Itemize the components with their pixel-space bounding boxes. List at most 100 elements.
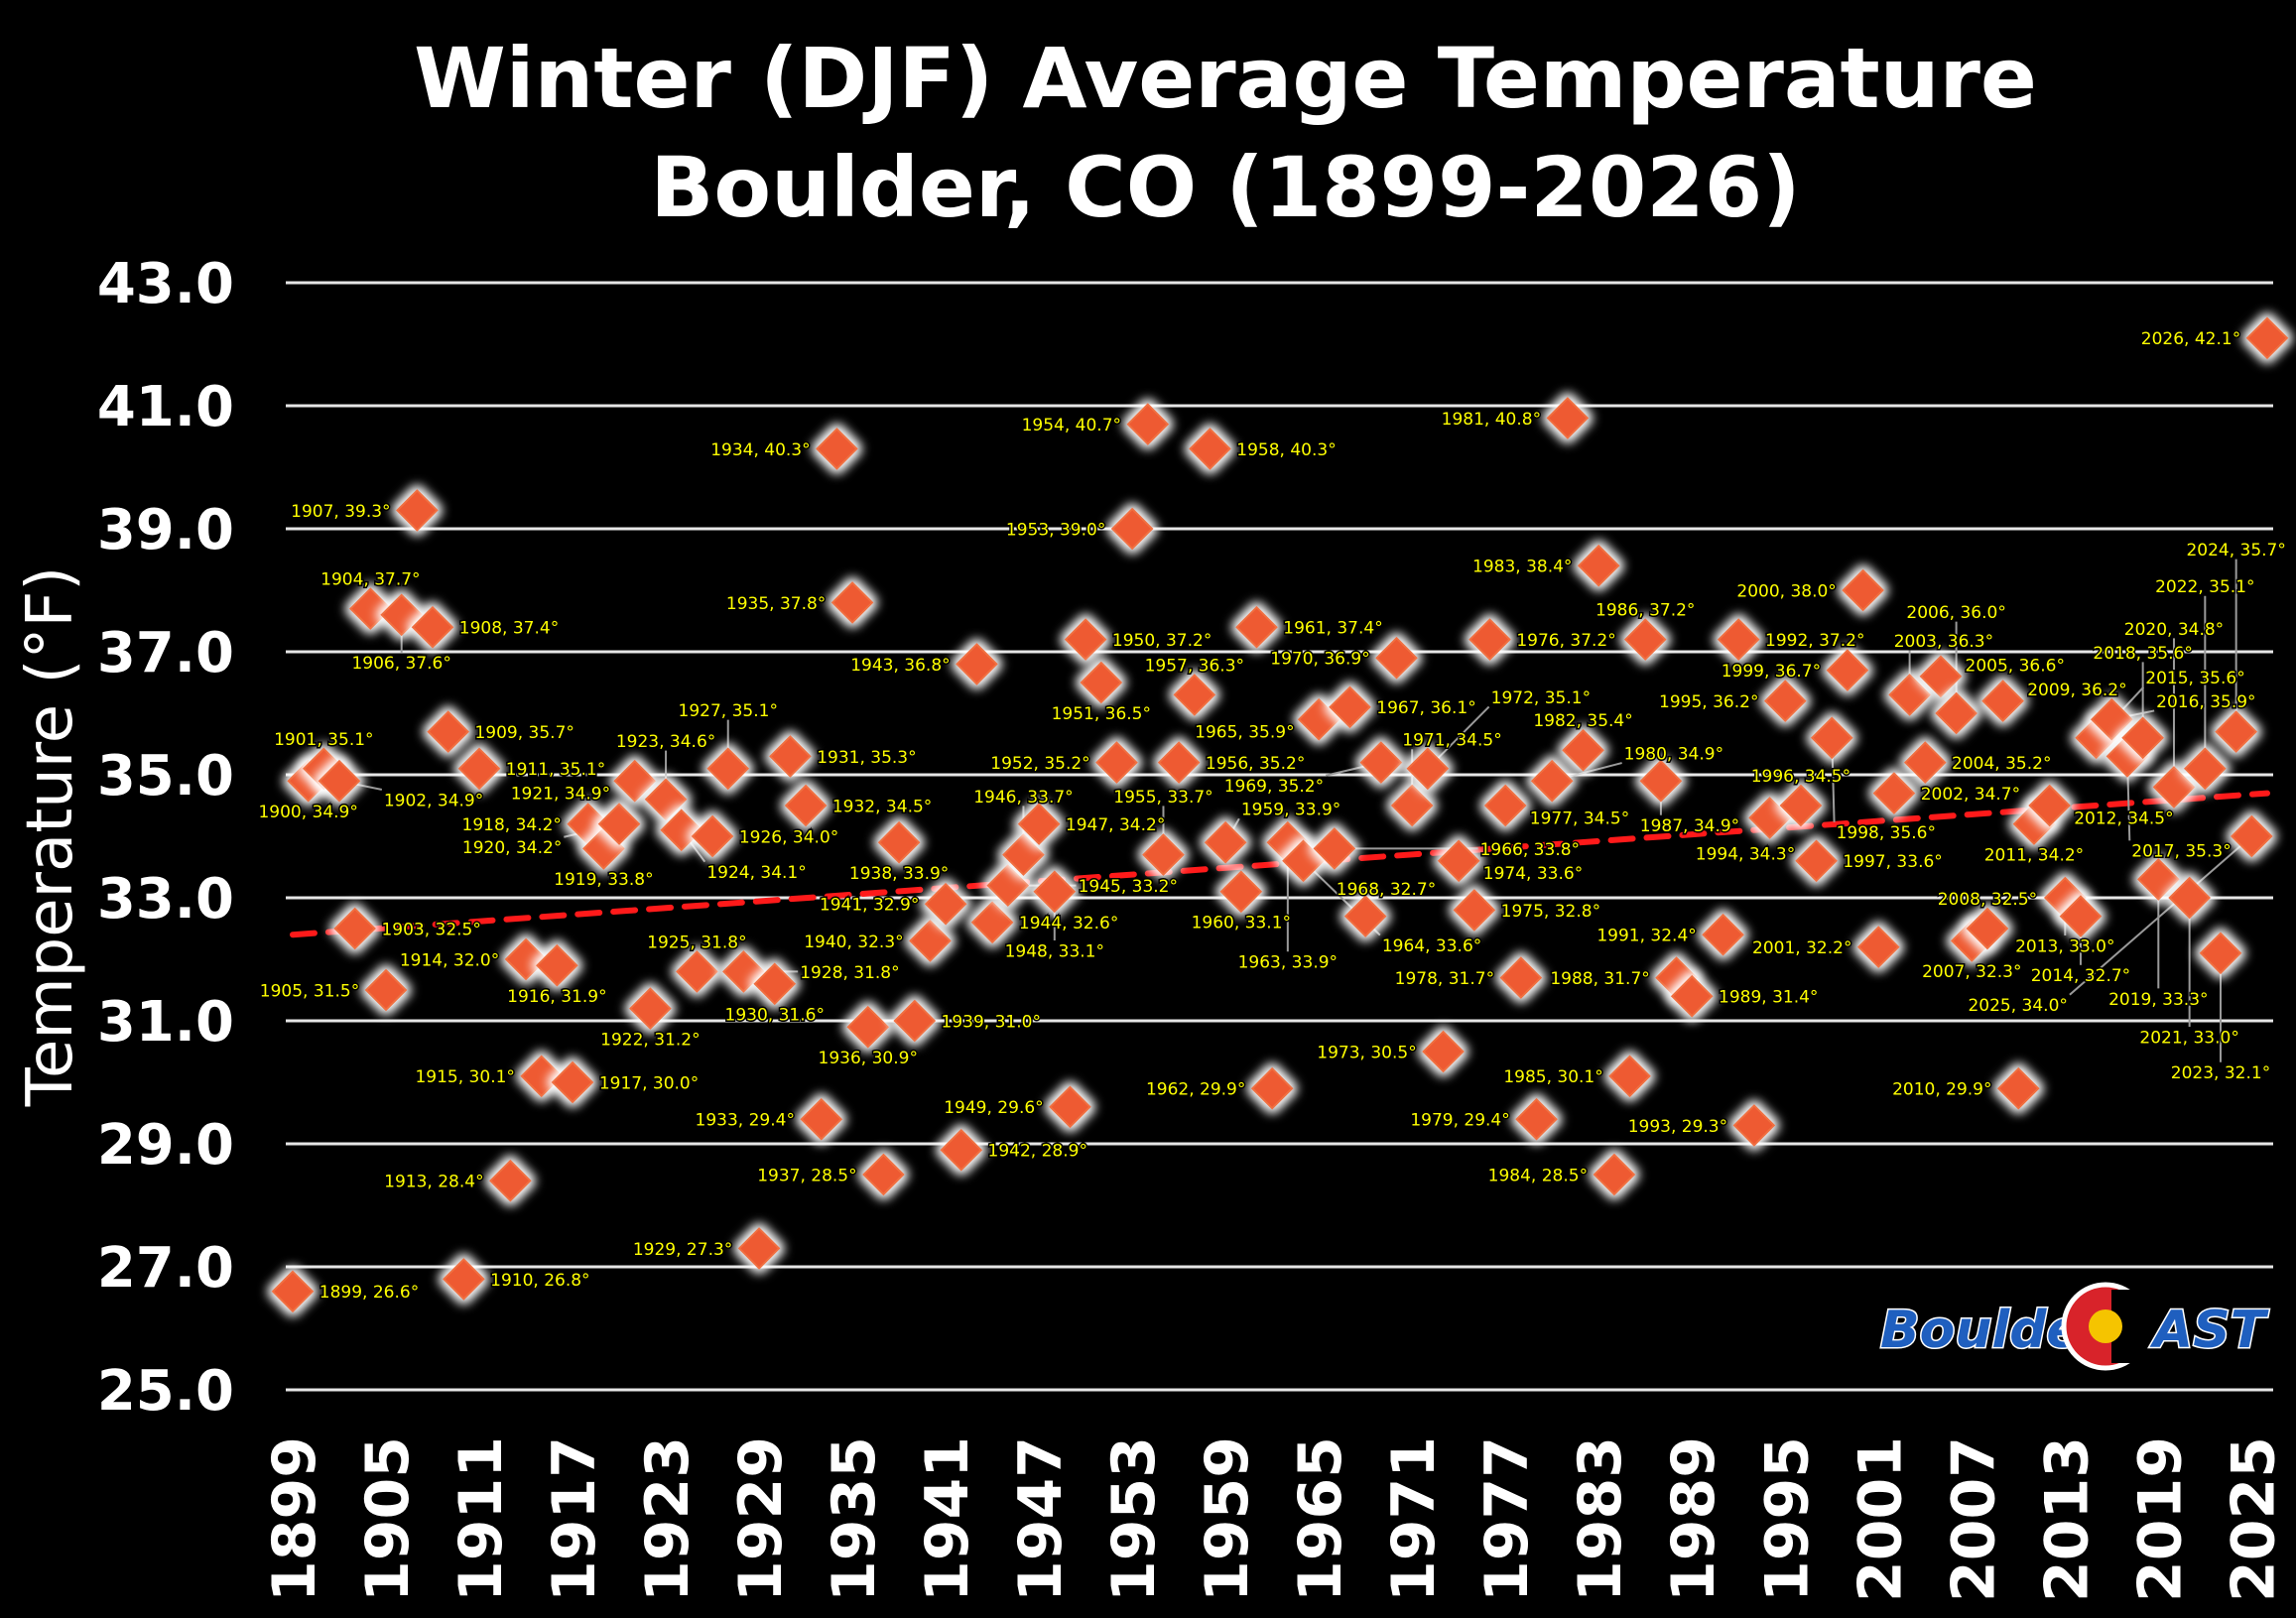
data-point-1910	[442, 1257, 485, 1301]
data-point-2016	[2090, 697, 2133, 741]
data-point-1974	[1437, 839, 1480, 883]
data-point-1979	[1515, 1097, 1558, 1141]
data-point-1962	[1250, 1066, 1294, 1110]
data-label-1918: 1918, 34.2°	[462, 815, 562, 835]
data-point-2006	[1935, 691, 1978, 735]
data-label-1995: 1995, 36.2°	[1659, 692, 1758, 712]
data-point-1923	[644, 778, 688, 821]
data-point-1966	[1313, 826, 1356, 870]
data-label-1933: 1933, 29.4°	[696, 1111, 795, 1131]
data-label-1928: 1928, 31.8°	[800, 963, 899, 983]
y-axis-label: Temperature (°F)	[14, 566, 87, 1108]
data-label-1938: 1938, 33.9°	[849, 864, 949, 884]
x-tick-label: 1989	[1659, 1436, 1728, 1602]
data-label-1992: 1992, 37.2°	[1765, 631, 1864, 651]
data-label-1956: 1956, 35.2°	[1206, 754, 1305, 774]
data-point-1986	[1623, 618, 1667, 662]
data-point-1915	[520, 1055, 564, 1098]
data-point-1931	[769, 734, 812, 778]
data-point-1985	[1608, 1055, 1651, 1098]
data-point-1995	[1763, 680, 1807, 723]
data-label-2005: 2005, 36.6°	[1966, 656, 2065, 676]
data-label-2008: 2008, 32.5°	[1938, 890, 2037, 910]
data-label-1963: 1963, 33.9°	[1238, 953, 1338, 973]
data-point-1978	[1499, 956, 1543, 1000]
data-point-1943	[956, 642, 998, 685]
x-tick-label: 2019	[2125, 1436, 2195, 1602]
data-label-1907: 1907, 39.3°	[291, 502, 390, 522]
data-label-1905: 1905, 31.5°	[260, 981, 359, 1001]
data-point-2008	[1966, 907, 2009, 950]
data-label-2004: 2004, 35.2°	[1952, 754, 2051, 774]
y-tick-label: 27.0	[97, 1236, 234, 1301]
data-point-1942	[940, 1128, 983, 1172]
data-label-1906: 1906, 37.6°	[351, 654, 450, 674]
data-label-1914: 1914, 32.0°	[400, 950, 499, 970]
data-label-2000: 2000, 38.0°	[1736, 581, 1836, 601]
data-label-1959: 1959, 33.9°	[1241, 801, 1340, 820]
data-label-1902: 1902, 34.9°	[384, 791, 483, 810]
data-label-1904: 1904, 37.7°	[320, 570, 420, 590]
data-point-1952	[1095, 741, 1138, 785]
data-point-2021	[2168, 876, 2212, 920]
data-label-1910: 1910, 26.8°	[490, 1271, 589, 1291]
x-tick-label: 2025	[2219, 1436, 2288, 1602]
data-point-1936	[846, 1005, 890, 1049]
data-points	[271, 316, 2289, 1313]
data-label-1923: 1923, 34.6°	[616, 732, 715, 752]
data-point-1961	[1235, 605, 1278, 649]
data-label-1954: 1954, 40.7°	[1022, 416, 1121, 436]
x-tick-labels: 1899 1905 1911 1917 1923 1929 1935 1941 1947 1953…	[260, 1436, 2288, 1602]
data-label-1951: 1951, 36.5°	[1052, 704, 1151, 724]
data-point-1941	[924, 882, 967, 926]
data-label-2021: 2021, 33.0°	[2139, 1028, 2238, 1048]
data-point-1927	[706, 747, 750, 791]
data-point-1981	[1546, 396, 1590, 439]
data-label-2022: 2022, 35.1°	[2155, 577, 2254, 597]
data-point-1957	[1173, 673, 1216, 716]
data-label-2024: 2024, 35.7°	[2186, 541, 2285, 560]
data-point-2014	[2059, 895, 2103, 938]
chart-title-line-1: Winter (DJF) Average Temperature	[414, 30, 2037, 127]
data-label-1988: 1988, 31.7°	[1550, 969, 1649, 989]
data-label-1909: 1909, 35.7°	[474, 723, 574, 743]
data-label-1998: 1998, 35.6°	[1837, 823, 1936, 843]
data-label-1970: 1970, 36.9°	[1270, 650, 1369, 670]
data-point-2003	[1888, 673, 1932, 716]
y-tick-label: 35.0	[97, 744, 234, 809]
data-label-1925: 1925, 31.8°	[647, 933, 746, 952]
data-point-1947	[1017, 803, 1061, 846]
data-point-2005	[1919, 655, 1963, 698]
data-label-2006: 2006, 36.0°	[1906, 603, 2005, 623]
data-label-1976: 1976, 37.2°	[1516, 631, 1615, 651]
data-point-1934	[816, 427, 858, 470]
data-point-1945	[986, 864, 1030, 908]
data-point-1939	[893, 999, 937, 1043]
data-point-1989	[1670, 974, 1714, 1018]
data-label-1900: 1900, 34.9°	[258, 803, 357, 822]
data-point-2010	[1996, 1066, 2040, 1110]
data-label-1942: 1942, 28.9°	[988, 1142, 1087, 1162]
data-point-1949	[1049, 1085, 1091, 1129]
data-label-1927: 1927, 35.1°	[679, 701, 778, 721]
data-label-1958: 1958, 40.3°	[1236, 440, 1336, 460]
data-label-1982: 1982, 35.4°	[1533, 711, 1632, 731]
data-point-1965	[1297, 697, 1340, 741]
data-label-1921: 1921, 34.9°	[511, 784, 610, 804]
data-point-2004	[1903, 741, 1947, 785]
y-tick-label: 33.0	[97, 867, 234, 932]
x-tick-label: 1941	[913, 1436, 982, 1602]
data-point-1904	[348, 587, 392, 631]
data-label-2003: 2003, 36.3°	[1894, 632, 1993, 652]
data-point-2024	[2215, 710, 2258, 754]
data-label-1937: 1937, 28.5°	[757, 1166, 856, 1185]
chart-title-line-2: Boulder, CO (1899-2026)	[650, 139, 1800, 236]
x-tick-label: 2007	[1939, 1436, 2008, 1602]
data-point-1944	[970, 901, 1014, 944]
data-label-1960: 1960, 33.1°	[1192, 914, 1291, 933]
data-point-2022	[2183, 747, 2227, 791]
data-point-1928	[721, 949, 765, 993]
data-label-1940: 1940, 32.3°	[804, 933, 903, 952]
data-label-1953: 1953, 39.0°	[1006, 520, 1105, 540]
data-label-2016: 2016, 35.9°	[2156, 692, 2255, 712]
